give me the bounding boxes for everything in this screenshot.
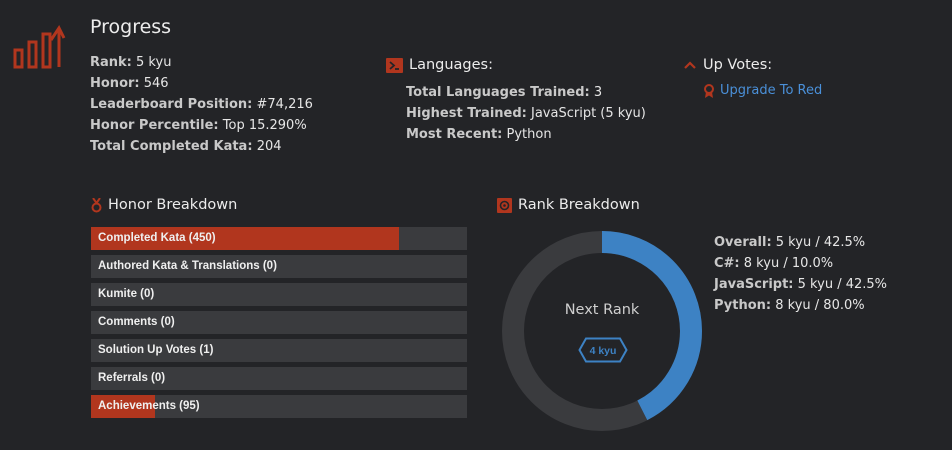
stat-row: JavaScript: 5 kyu / 42.5% <box>714 274 887 295</box>
rank-breakdown-header: Rank Breakdown <box>497 197 640 213</box>
stat-value: 8 kyu / 10.0% <box>743 256 834 271</box>
honor-bar: Completed Kata (450) <box>91 227 467 250</box>
honor-bar-fill <box>91 395 155 418</box>
stat-value: 5 kyu <box>136 55 172 70</box>
stat-label: Total Completed Kata: <box>90 139 253 154</box>
stat-row: Honor: 546 <box>90 73 313 94</box>
honor-breakdown-title: Honor Breakdown <box>108 197 238 213</box>
honor-bar: Solution Up Votes (1) <box>91 339 467 362</box>
honor-bar-label: Kumite (0) <box>98 288 155 300</box>
stat-label: Honor: <box>90 76 140 91</box>
stat-row: Leaderboard Position: #74,216 <box>90 94 313 115</box>
honor-bar: Comments (0) <box>91 311 467 334</box>
stat-label: Rank: <box>90 55 132 70</box>
up-votes-title: Up Votes: <box>703 57 773 73</box>
target-icon <box>497 197 512 213</box>
medal-icon <box>91 197 102 212</box>
progress-stats: Rank: 5 kyu Honor: 546 Leaderboard Positio… <box>90 52 313 157</box>
honor-bar-label: Solution Up Votes (1) <box>98 344 214 356</box>
donut-progress-arc <box>502 231 702 431</box>
stat-label: Leaderboard Position: <box>90 97 253 112</box>
next-rank-badge: 4 kyu <box>578 337 628 363</box>
stat-row: Honor Percentile: Top 15.290% <box>90 115 313 136</box>
stat-value: 546 <box>143 76 169 91</box>
stat-row: C#: 8 kyu / 10.0% <box>714 253 887 274</box>
stat-row: Rank: 5 kyu <box>90 52 313 73</box>
honor-breakdown-header: Honor Breakdown <box>91 197 237 213</box>
stat-label: JavaScript: <box>714 277 794 292</box>
stat-row: Highest Trained: JavaScript (5 kyu) <box>406 103 646 124</box>
stat-row: Python: 8 kyu / 80.0% <box>714 295 887 316</box>
honor-bar-label: Completed Kata (450) <box>98 232 216 244</box>
stat-row: Overall: 5 kyu / 42.5% <box>714 232 887 253</box>
honor-bar-fill <box>91 227 400 250</box>
stat-label: Total Languages Trained: <box>406 85 590 100</box>
honor-bar: Authored Kata & Translations (0) <box>91 255 467 278</box>
up-votes-header: Up Votes: <box>684 57 772 73</box>
next-rank-label: Next Rank <box>564 302 640 318</box>
stat-value: #74,216 <box>256 97 313 112</box>
honor-bar: Achievements (95) <box>91 395 467 418</box>
honor-breakdown-bars: Completed Kata (450) Authored Kata & Tran… <box>91 227 467 423</box>
languages-header: Languages: <box>386 57 493 73</box>
stat-value: 204 <box>256 139 282 154</box>
stat-label: Honor Percentile: <box>90 118 219 133</box>
chevron-up-icon <box>684 61 696 69</box>
stat-value: 3 <box>593 85 603 100</box>
page-title: Progress <box>90 16 172 38</box>
progress-chart-icon <box>13 25 66 69</box>
stat-row: Total Languages Trained: 3 <box>406 82 646 103</box>
stat-row: Most Recent: Python <box>406 124 646 145</box>
languages-title: Languages: <box>409 57 493 73</box>
rank-breakdown-stats: Overall: 5 kyu / 42.5% C#: 8 kyu / 10.0% J… <box>714 232 887 316</box>
languages-stats: Total Languages Trained: 3 Highest Traine… <box>406 82 646 145</box>
stat-value: 5 kyu / 42.5% <box>775 235 866 250</box>
terminal-icon <box>386 57 403 73</box>
stat-value: JavaScript (5 kyu) <box>531 106 646 121</box>
stat-label: Python: <box>714 298 772 313</box>
ribbon-icon <box>704 83 714 98</box>
honor-bar: Kumite (0) <box>91 283 467 306</box>
stat-row: Total Completed Kata: 204 <box>90 136 313 157</box>
stat-value: 5 kyu / 42.5% <box>797 277 887 292</box>
stat-value: 8 kyu / 80.0% <box>775 298 865 313</box>
stat-label: C#: <box>714 256 740 271</box>
honor-bar-label: Referrals (0) <box>98 372 166 384</box>
next-rank-badge-text: 4 kyu <box>590 345 617 357</box>
stat-value: Top 15.290% <box>222 118 307 133</box>
stat-label: Overall: <box>714 235 772 250</box>
rank-progress-donut <box>502 231 702 431</box>
rank-breakdown-title: Rank Breakdown <box>518 197 640 213</box>
honor-bar: Referrals (0) <box>91 367 467 390</box>
stat-label: Most Recent: <box>406 127 503 142</box>
honor-bar-label: Authored Kata & Translations (0) <box>98 260 277 272</box>
honor-bar-label: Comments (0) <box>98 316 175 328</box>
honor-bar-label: Achievements (95) <box>98 400 200 412</box>
upgrade-to-red-link[interactable]: Upgrade To Red <box>704 83 822 98</box>
stat-label: Highest Trained: <box>406 106 527 121</box>
upgrade-to-red-label[interactable]: Upgrade To Red <box>720 83 823 98</box>
stat-value: Python <box>506 127 552 142</box>
